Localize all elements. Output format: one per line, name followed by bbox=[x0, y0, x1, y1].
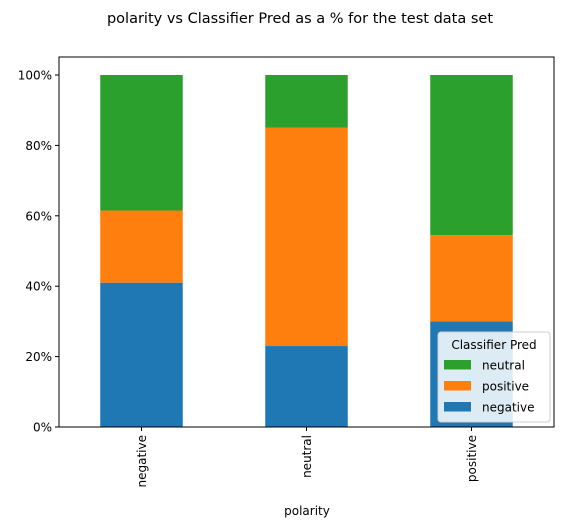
x-axis-label: polarity bbox=[284, 504, 330, 518]
bar-negative-positive bbox=[100, 210, 183, 283]
bar-neutral-positive bbox=[265, 127, 348, 347]
legend-swatch-negative bbox=[444, 402, 471, 412]
y-tick-label: 80% bbox=[25, 139, 52, 153]
chart-title: polarity vs Classifier Pred as a % for t… bbox=[107, 11, 493, 27]
bar-positive-positive bbox=[430, 235, 513, 322]
x-tick-label: neutral bbox=[300, 435, 314, 478]
legend-entry-neutral: neutral bbox=[482, 359, 525, 373]
bar-negative-neutral bbox=[100, 75, 183, 211]
y-tick-label: 60% bbox=[25, 209, 52, 223]
legend-entry-positive: positive bbox=[482, 380, 529, 394]
x-tick-label: negative bbox=[135, 435, 149, 487]
y-tick-label: 20% bbox=[25, 350, 52, 364]
legend: Classifier Pred neutral positive negative bbox=[437, 331, 551, 423]
bars-layer bbox=[100, 75, 513, 427]
x-tick-label: positive bbox=[465, 435, 479, 482]
bar-neutral-negative bbox=[265, 346, 348, 427]
y-tick-label: 0% bbox=[33, 421, 52, 435]
legend-title: Classifier Pred bbox=[451, 338, 536, 352]
bar-neutral-neutral bbox=[265, 75, 348, 128]
legend-entry-negative: negative bbox=[482, 401, 534, 415]
y-tick-label: 40% bbox=[25, 280, 52, 294]
legend-swatch-positive bbox=[444, 381, 471, 391]
axes-layer: 0% 20% 40% 60% 80% 100% negative neutral positiv… bbox=[18, 56, 555, 487]
legend-swatch-neutral bbox=[444, 360, 471, 370]
legend-box bbox=[437, 331, 551, 423]
bar-positive-neutral bbox=[430, 75, 513, 236]
bar-negative-negative bbox=[100, 282, 183, 427]
y-tick-label: 100% bbox=[18, 69, 52, 83]
